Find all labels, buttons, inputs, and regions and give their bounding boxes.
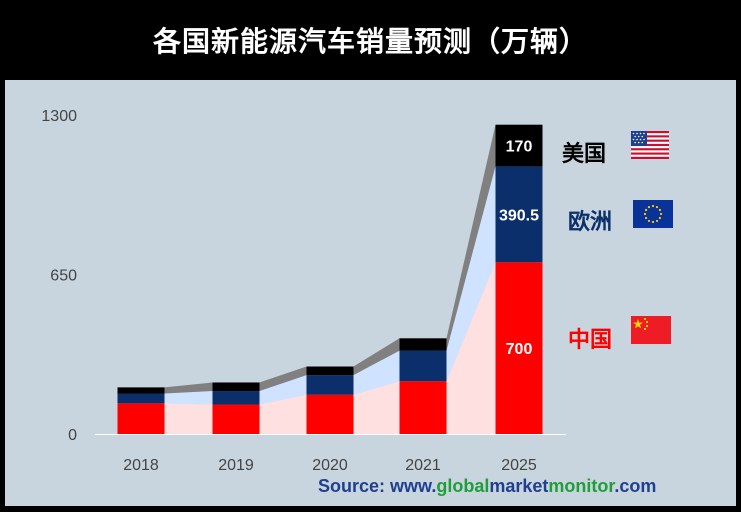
x-tick-label-2020: 2020 <box>312 457 348 474</box>
x-tick-label-2018: 2018 <box>123 457 159 474</box>
china-flag-icon <box>631 316 671 344</box>
source-part-global: global <box>436 476 490 496</box>
flow-china-2019-2020 <box>259 394 307 434</box>
data-label-china-2025: 700 <box>506 341 533 358</box>
flow-china-2018-2019 <box>164 403 213 434</box>
source-note: Source: www.globalmarketmonitor.com <box>318 476 656 497</box>
bar-usa-2020 <box>306 366 354 376</box>
flow-europe-2019-2020 <box>259 375 307 405</box>
bar-usa-2019 <box>212 382 260 392</box>
chart-title: 各国新能源汽车销量预测（万辆） <box>152 25 588 58</box>
flow-china-2021-2025 <box>446 262 496 434</box>
flow-usa-2021-2025 <box>446 124 496 351</box>
bar-china-2019 <box>212 404 260 434</box>
y-tick-label-650: 650 <box>50 268 77 285</box>
y-tick-label-0: 0 <box>68 427 77 444</box>
source-part-market: market <box>489 476 549 496</box>
source-suffix: .com <box>614 476 657 496</box>
flow-europe-2018-2019 <box>164 391 213 405</box>
bar-usa-2025 <box>495 124 543 167</box>
legend-label-usa: 美国 <box>562 142 607 167</box>
bar-usa-2021 <box>399 338 447 351</box>
bar-europe-2018 <box>117 393 165 404</box>
flow-usa-2020-2021 <box>353 338 400 376</box>
bar-europe-2021 <box>399 350 447 382</box>
data-label-europe-2025: 390.5 <box>499 207 539 224</box>
us-flag-icon <box>631 131 669 159</box>
flow-europe-2021-2025 <box>446 166 496 382</box>
x-tick-label-2021: 2021 <box>405 457 441 474</box>
y-tick-label-1300: 1300 <box>41 108 77 125</box>
legend-label-china: 中国 <box>568 328 613 353</box>
source-part-monitor: monitor <box>548 476 615 496</box>
bar-europe-2019 <box>212 391 260 405</box>
legend-label-europe: 欧洲 <box>568 210 613 235</box>
bar-usa-2018 <box>117 387 165 394</box>
x-tick-label-2019: 2019 <box>218 457 254 474</box>
x-tick-label-2025: 2025 <box>501 457 537 474</box>
flow-china-2020-2021 <box>353 381 400 434</box>
bar-europe-2025 <box>495 166 543 263</box>
flow-europe-2020-2021 <box>353 350 400 395</box>
bar-china-2018 <box>117 403 165 434</box>
flow-usa-2018-2019 <box>164 382 213 394</box>
eu-flag-icon <box>633 200 673 228</box>
bar-china-2021 <box>399 381 447 434</box>
flow-usa-2019-2020 <box>259 366 307 392</box>
bar-europe-2020 <box>306 375 354 395</box>
source-prefix: Source: www. <box>318 476 437 496</box>
bar-china-2020 <box>306 394 354 434</box>
bar-china-2025 <box>495 262 543 434</box>
data-label-usa-2025: 170 <box>506 139 533 156</box>
